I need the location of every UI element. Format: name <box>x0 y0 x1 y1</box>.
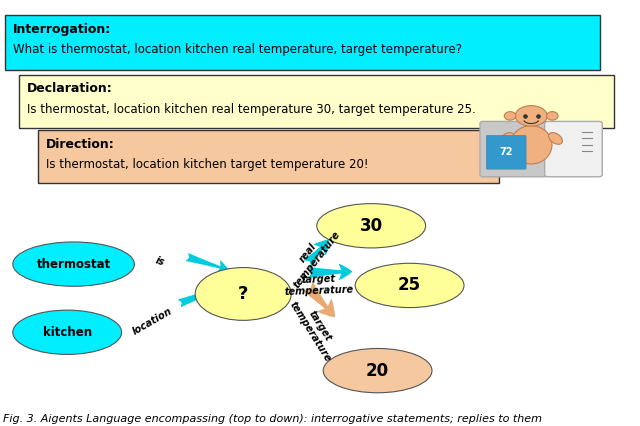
Text: location: location <box>131 306 174 337</box>
Ellipse shape <box>13 310 122 354</box>
Ellipse shape <box>515 106 547 126</box>
FancyBboxPatch shape <box>19 75 614 128</box>
Ellipse shape <box>547 112 558 120</box>
FancyBboxPatch shape <box>545 121 602 177</box>
Text: 25: 25 <box>398 276 421 294</box>
FancyArrowPatch shape <box>308 264 353 280</box>
Ellipse shape <box>510 126 552 164</box>
FancyArrowPatch shape <box>303 239 329 268</box>
Ellipse shape <box>195 268 291 320</box>
FancyBboxPatch shape <box>38 130 499 183</box>
FancyBboxPatch shape <box>486 135 526 169</box>
Text: Fig. 3. Aigents Language encompassing (top to down): interrogative statements; r: Fig. 3. Aigents Language encompassing (t… <box>3 414 542 424</box>
Text: Is thermostat, location kitchen target temperature 20!: Is thermostat, location kitchen target t… <box>46 158 369 171</box>
Text: Declaration:: Declaration: <box>27 82 113 95</box>
Text: 72: 72 <box>499 147 513 157</box>
Text: kitchen: kitchen <box>43 326 92 339</box>
Text: thermostat: thermostat <box>36 258 111 271</box>
Text: target
temperature: target temperature <box>284 273 354 297</box>
Ellipse shape <box>548 132 563 144</box>
FancyArrowPatch shape <box>302 282 335 317</box>
Ellipse shape <box>317 204 426 248</box>
FancyBboxPatch shape <box>480 121 547 177</box>
Text: Is thermostat, location kitchen real temperature 30, target temperature 25.: Is thermostat, location kitchen real tem… <box>27 103 476 116</box>
Text: Direction:: Direction: <box>46 138 115 151</box>
FancyBboxPatch shape <box>5 15 600 70</box>
Text: Interrogation:: Interrogation: <box>13 23 111 36</box>
Text: real
temperature: real temperature <box>282 222 342 291</box>
Ellipse shape <box>500 132 514 144</box>
Text: 30: 30 <box>360 217 383 235</box>
FancyArrowPatch shape <box>178 282 230 307</box>
Ellipse shape <box>13 242 134 286</box>
FancyArrowPatch shape <box>186 253 228 273</box>
Text: ?: ? <box>238 285 248 303</box>
Ellipse shape <box>504 112 516 120</box>
Text: target
temperature: target temperature <box>287 294 342 364</box>
Text: 20: 20 <box>366 362 389 380</box>
Text: What is thermostat, location kitchen real temperature, target temperature?: What is thermostat, location kitchen rea… <box>13 43 462 56</box>
Ellipse shape <box>355 263 464 308</box>
Text: is: is <box>154 256 166 268</box>
Ellipse shape <box>323 348 432 393</box>
